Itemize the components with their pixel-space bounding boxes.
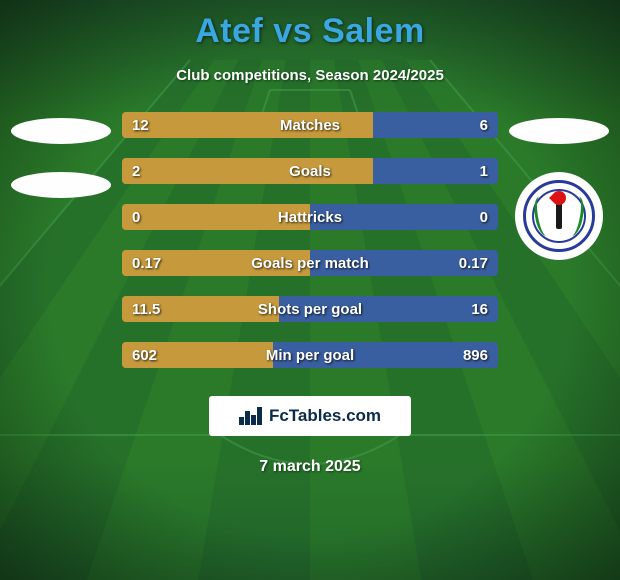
stat-row: 602Min per goal896 (122, 342, 498, 368)
stat-row: 12Matches6 (122, 112, 498, 138)
fctables-chart-icon (239, 407, 261, 425)
stat-row: 2Goals1 (122, 158, 498, 184)
stat-value-right: 0.17 (459, 255, 488, 272)
fctables-watermark: FcTables.com (209, 396, 411, 436)
stat-label: Goals per match (122, 255, 498, 272)
right-badge-column (504, 112, 614, 260)
main-row: 12Matches6 2Goals1 0Hattricks0 0.17Goals pe… (0, 112, 620, 368)
page-title: Atef vs Salem (195, 12, 425, 51)
right-player-ellipse (509, 118, 609, 144)
fctables-text: FcTables.com (269, 406, 381, 426)
right-club-badge (515, 172, 603, 260)
stat-value-right: 6 (480, 117, 488, 134)
left-player-ellipse-1 (11, 118, 111, 144)
stats-list: 12Matches6 2Goals1 0Hattricks0 0.17Goals pe… (116, 112, 504, 368)
stat-label: Goals (122, 163, 498, 180)
stat-row: 11.5Shots per goal16 (122, 296, 498, 322)
subtitle: Club competitions, Season 2024/2025 (176, 67, 444, 84)
stat-label: Hattricks (122, 209, 498, 226)
stat-value-right: 1 (480, 163, 488, 180)
left-badge-column (6, 112, 116, 198)
left-player-ellipse-2 (11, 172, 111, 198)
stat-value-right: 0 (480, 209, 488, 226)
stat-label: Shots per goal (122, 301, 498, 318)
stat-label: Min per goal (122, 347, 498, 364)
date-text: 7 march 2025 (259, 458, 360, 476)
stat-row: 0.17Goals per match0.17 (122, 250, 498, 276)
stat-value-right: 896 (463, 347, 488, 364)
stat-value-right: 16 (471, 301, 488, 318)
stat-row: 0Hattricks0 (122, 204, 498, 230)
stat-label: Matches (122, 117, 498, 134)
